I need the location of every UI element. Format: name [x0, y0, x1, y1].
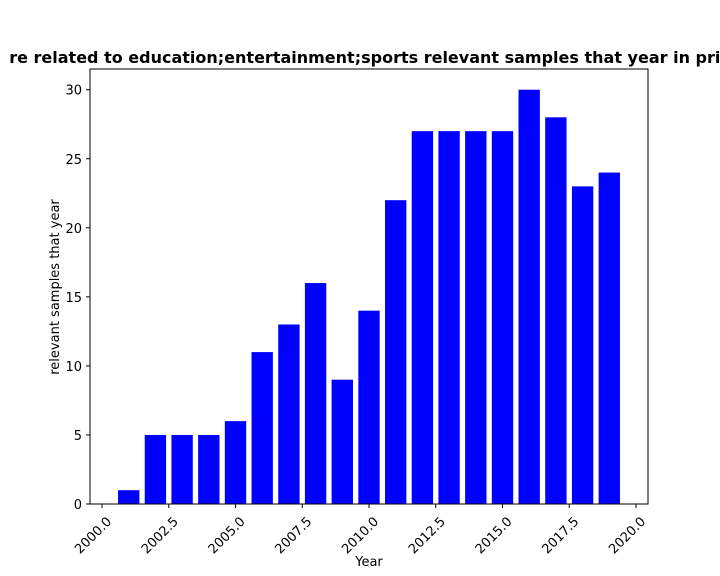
- bar-2018: [571, 186, 594, 504]
- x-tick-label: 2007.5: [273, 514, 316, 557]
- y-tick-label: 5: [74, 429, 82, 444]
- x-tick-label: 2012.5: [406, 514, 449, 557]
- bar-2007: [278, 324, 300, 504]
- bar-2005: [224, 421, 247, 504]
- y-tick-label: 0: [74, 498, 82, 513]
- bar-2008: [304, 283, 327, 504]
- x-axis-ticks: 2000.0 2002.5 2005.0 2007.5 2010.0 2012.5 2015…: [72, 504, 649, 557]
- x-tick-label: 2015.0: [473, 514, 516, 557]
- bar-2002: [144, 434, 167, 504]
- y-axis-label: relevant samples that year: [48, 199, 63, 375]
- x-tick-label: 2010.0: [339, 514, 382, 557]
- x-tick-label: 2005.0: [206, 514, 249, 557]
- bar-2013: [438, 131, 460, 504]
- bar-2010: [358, 310, 380, 504]
- bar-2016: [518, 89, 540, 504]
- x-tick-label: 2000.0: [72, 514, 115, 557]
- y-tick-label: 15: [65, 291, 82, 306]
- bar-2003: [171, 434, 193, 504]
- bar-2006: [251, 352, 273, 504]
- bar-2019: [598, 172, 620, 505]
- y-tick-label: 20: [65, 222, 82, 237]
- y-tick-label: 30: [65, 84, 82, 99]
- chart-title: re related to education;entertainment;sp…: [9, 48, 720, 67]
- bar-2012: [411, 131, 434, 504]
- bar-2017: [545, 117, 567, 504]
- bar-2004: [198, 434, 220, 504]
- y-axis-ticks: 0 5 10 15 20 25 30: [65, 84, 90, 513]
- x-tick-label: 2020.0: [606, 514, 649, 557]
- x-tick-label: 2017.5: [540, 514, 583, 557]
- x-axis-label: Year: [354, 555, 383, 570]
- bar-2011: [385, 200, 407, 504]
- x-tick-label: 2002.5: [139, 514, 182, 557]
- bar-2001: [118, 490, 140, 504]
- bar-2014: [465, 131, 487, 504]
- bars-group: [118, 89, 620, 505]
- bar-2015: [491, 131, 514, 504]
- bar-2009: [331, 379, 353, 504]
- y-tick-label: 25: [65, 153, 82, 168]
- y-tick-label: 10: [65, 360, 82, 375]
